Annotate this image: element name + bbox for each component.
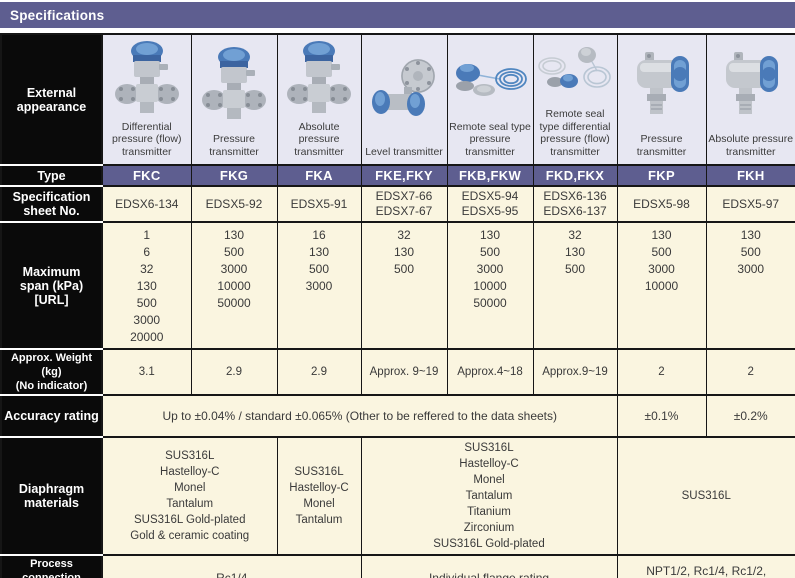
level-transmitter-icon <box>372 59 435 117</box>
spec-sheet-fkg: EDSX5-92 <box>190 185 278 223</box>
accuracy-fkp: ±0.1% <box>616 394 707 438</box>
product-caption-fke: Level transmitter <box>365 145 443 158</box>
row-label-diaphragm: Diaphragm materials <box>0 436 103 556</box>
appearance-cell-fkh: Absolute pressure transmitter <box>705 33 795 166</box>
type-cell-fkd: FKD,FKX <box>532 164 618 187</box>
process-fkc-fkg-fka: Rc1/4 <box>101 554 362 578</box>
appearance-cell-fke: Level transmitter <box>360 33 448 166</box>
max-span-fkp: 130 500 3000 10000 <box>616 221 707 350</box>
type-cell-fkg: FKG <box>190 164 278 187</box>
weight-fkg: 2.9 <box>190 348 278 396</box>
differential-pressure-transmitter-icon <box>114 40 179 113</box>
max-span-fkh: 130 500 3000 <box>705 221 795 350</box>
product-photo-fkh <box>707 35 795 133</box>
product-caption-fkc: Differential pressure (flow) transmitter <box>112 120 182 158</box>
row-max-span: Maximum span (kPa) [URL] 1 6 32 130 500 … <box>0 221 795 350</box>
differential-pressure-transmitter-icon <box>287 40 351 113</box>
diaphragm-fka: SUS316L Hastelloy-C Monel Tantalum <box>276 436 362 556</box>
weight-fkc: 3.1 <box>101 348 192 396</box>
row-label-max-span: Maximum span (kPa) [URL] <box>0 221 103 350</box>
weight-fkh: 2 <box>705 348 795 396</box>
row-type: Type FKC FKG FKA FKE,FKY FKB,FKW FKD,FKX… <box>0 164 795 187</box>
appearance-cell-fkd: Remote seal type differential pressure (… <box>532 33 618 166</box>
max-span-fkg: 130 500 3000 10000 50000 <box>190 221 278 350</box>
accuracy-fkh: ±0.2% <box>705 394 795 438</box>
type-cell-fke: FKE,FKY <box>360 164 448 187</box>
pressure-transmitter-icon <box>725 52 778 114</box>
row-external-appearance: External appearance Differential pressur… <box>0 33 795 166</box>
product-caption-fka: Absolute pressure transmitter <box>294 120 344 158</box>
weight-fke: Approx. 9~19 <box>360 348 448 396</box>
row-process-connection: Process connection dimension Rc1/4 Indiv… <box>0 554 795 578</box>
product-caption-fkp: Pressure transmitter <box>636 133 687 158</box>
weight-fkp: 2 <box>616 348 707 396</box>
row-accuracy: Accuracy rating Up to ±0.04% / standard … <box>0 394 795 438</box>
spec-sheet-fkb: EDSX5-94 EDSX5-95 <box>446 185 534 223</box>
section-header-bar: Specifications <box>0 2 795 28</box>
product-photo-fkb <box>448 35 533 121</box>
remote-seal-differential-pressure-transmitter-icon <box>538 46 611 88</box>
process-remote-seal-group: Individual flange rating <box>360 554 618 578</box>
max-span-fkc: 1 6 32 130 500 3000 20000 <box>101 221 192 350</box>
process-fkp-fkh: NPT1/2, Rc1/4, Rc1/2, NPT1/4 <box>616 554 795 578</box>
specifications-table: External appearance Differential pressur… <box>0 33 795 578</box>
product-caption-fkb: Remote seal type pressure transmitter <box>449 120 531 158</box>
row-label-external-appearance: External appearance <box>0 33 103 166</box>
product-photo-fkp <box>618 35 706 133</box>
differential-pressure-transmitter-icon <box>202 47 266 119</box>
row-label-accuracy: Accuracy rating <box>0 394 103 438</box>
remote-seal-pressure-transmitter-icon <box>456 63 527 96</box>
appearance-cell-fkg: Pressure transmitter <box>190 33 278 166</box>
spec-sheet-fke: EDSX7-66 EDSX7-67 <box>360 185 448 223</box>
page-title: Specifications <box>10 7 105 23</box>
appearance-cell-fkp: Pressure transmitter <box>616 33 707 166</box>
product-photo-fkg <box>192 35 277 133</box>
weight-fka: 2.9 <box>276 348 362 396</box>
row-diaphragm: Diaphragm materials SUS316L Hastelloy-C … <box>0 436 795 556</box>
product-caption-fkd: Remote seal type differential pressure (… <box>539 108 611 158</box>
row-spec-sheet: Specification sheet No. EDSX6-134 EDSX5-… <box>0 185 795 223</box>
row-label-spec-sheet: Specification sheet No. <box>0 185 103 223</box>
type-cell-fka: FKA <box>276 164 362 187</box>
spec-sheet-fkd: EDSX6-136 EDSX6-137 <box>532 185 618 223</box>
diaphragm-fkp-fkh: SUS316L <box>616 436 795 556</box>
weight-fkd: Approx.9~19 <box>532 348 618 396</box>
product-photo-fkd <box>534 35 617 108</box>
spec-sheet-fkh: EDSX5-97 <box>705 185 795 223</box>
row-label-process-connection: Process connection dimension <box>0 554 103 578</box>
spec-sheet-fkc: EDSX6-134 <box>101 185 192 223</box>
appearance-cell-fkc: Differential pressure (flow) transmitter <box>101 33 192 166</box>
product-photo-fkc <box>103 35 191 121</box>
weight-fkb: Approx.4~18 <box>446 348 534 396</box>
accuracy-main: Up to ±0.04% / standard ±0.065% (Other t… <box>101 394 618 438</box>
appearance-cell-fka: Absolute pressure transmitter <box>276 33 362 166</box>
type-cell-fkc: FKC <box>101 164 192 187</box>
row-weight: Approx. Weight (kg) (No indicator) 3.1 2… <box>0 348 795 396</box>
row-label-type: Type <box>0 164 103 187</box>
product-caption-fkh: Absolute pressure transmitter <box>708 133 794 158</box>
max-span-fka: 16 130 500 3000 <box>276 221 362 350</box>
product-caption-fkg: Pressure transmitter <box>209 133 259 158</box>
product-photo-fka <box>278 35 361 121</box>
pressure-transmitter-icon <box>636 52 689 114</box>
type-cell-fkb: FKB,FKW <box>446 164 534 187</box>
type-cell-fkh: FKH <box>705 164 795 187</box>
max-span-fke: 32 130 500 <box>360 221 448 350</box>
spec-sheet-fkp: EDSX5-98 <box>616 185 707 223</box>
spec-sheet-fka: EDSX5-91 <box>276 185 362 223</box>
diaphragm-fkc-fkg: SUS316L Hastelloy-C Monel Tantalum SUS31… <box>101 436 278 556</box>
diaphragm-remote-seal-group: SUS316L Hastelloy-C Monel Tantalum Titan… <box>360 436 618 556</box>
max-span-fkb: 130 500 3000 10000 50000 <box>446 221 534 350</box>
row-label-weight: Approx. Weight (kg) (No indicator) <box>0 348 103 396</box>
product-photo-fke <box>362 35 447 146</box>
type-cell-fkp: FKP <box>616 164 707 187</box>
max-span-fkd: 32 130 500 <box>532 221 618 350</box>
appearance-cell-fkb: Remote seal type pressure transmitter <box>446 33 534 166</box>
